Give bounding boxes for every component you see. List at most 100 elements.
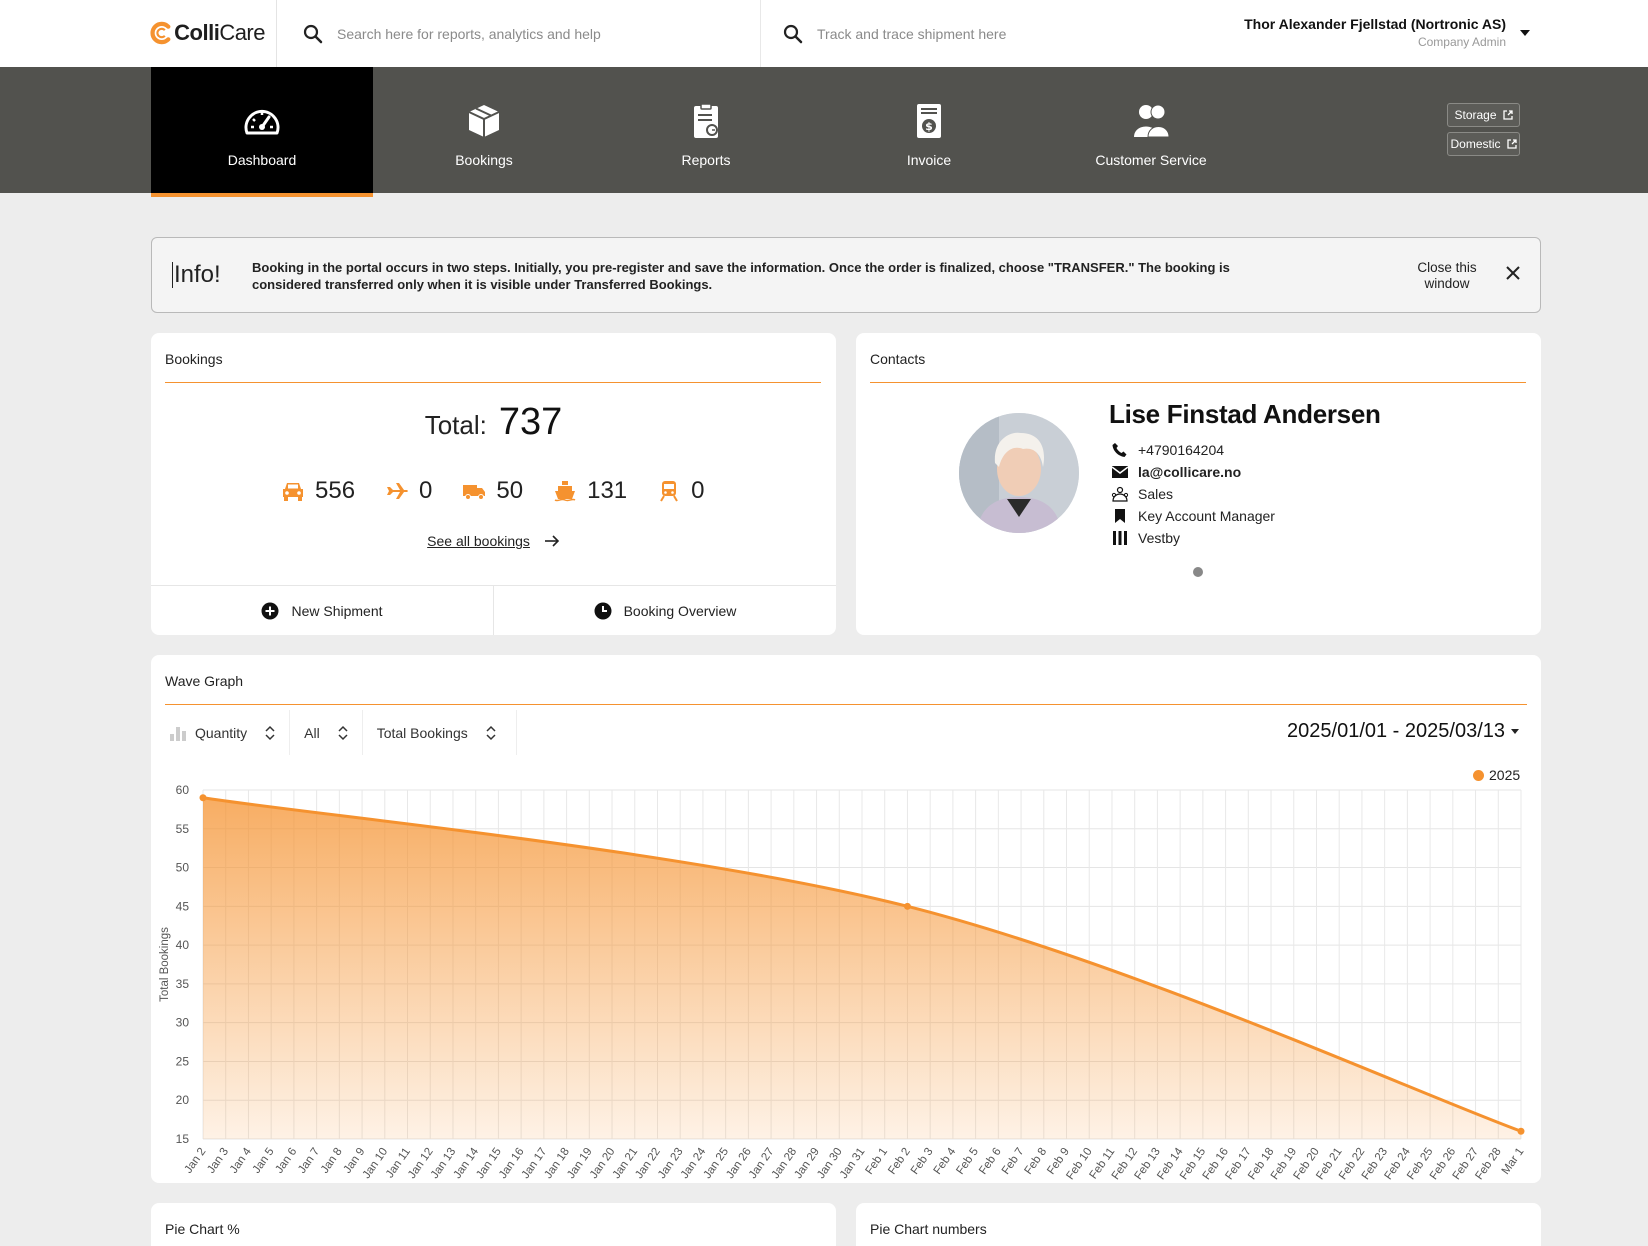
clock-icon	[594, 602, 612, 619]
y-tick-label: 60	[176, 783, 190, 797]
booking-overview-label: Booking Overview	[623, 602, 737, 619]
main-nav: Dashboard Bookings Reports $ Invoice	[0, 67, 1648, 197]
envelope-icon	[1111, 466, 1129, 478]
domestic-button[interactable]: Domestic	[1447, 132, 1520, 156]
contacts-card: Contacts Lise Finstad Andersen +47901642…	[856, 333, 1541, 635]
booking-overview-button[interactable]: Booking Overview	[493, 586, 836, 635]
x-tick-label: Feb 1	[863, 1146, 890, 1177]
x-tick-label: Feb 6	[977, 1146, 1004, 1177]
nav-customer-service[interactable]: Customer Service	[1040, 67, 1262, 193]
top-bar: ColliCare Thor Alexander Fjellstad (Nort…	[0, 0, 1648, 67]
phone-value: +4790164204	[1138, 442, 1225, 458]
y-tick-label: 35	[176, 977, 190, 991]
divider	[165, 382, 821, 383]
info-message: Booking in the portal occurs in two step…	[252, 260, 1230, 292]
plus-circle-icon	[261, 602, 279, 619]
divider	[760, 0, 761, 67]
user-role: Company Admin	[1417, 35, 1506, 49]
people-icon	[1134, 104, 1170, 138]
bookmark-icon	[1115, 509, 1125, 523]
x-tick-label: Jan 8	[319, 1146, 345, 1176]
pie-numbers-card: Pie Chart numbers	[856, 1203, 1541, 1246]
x-tick-label: Feb 5	[954, 1146, 981, 1177]
nav-label: Bookings	[455, 152, 513, 168]
invoice-dollar-icon: $	[917, 104, 941, 138]
mode-air[interactable]: 0	[385, 477, 432, 505]
caret-down-icon	[1511, 729, 1519, 734]
close-icon[interactable]	[1504, 264, 1522, 282]
card-title: Pie Chart %	[165, 1221, 240, 1237]
close-window-link[interactable]: Close this window	[1417, 260, 1477, 291]
person-photo	[959, 413, 1079, 533]
truck-icon	[463, 485, 486, 500]
external-link-icon	[1506, 139, 1517, 149]
filter-select[interactable]: All	[290, 710, 363, 755]
date-range-value: 2025/01/01 - 2025/03/13	[1287, 720, 1505, 742]
date-range-picker[interactable]: 2025/01/01 - 2025/03/13	[1287, 720, 1519, 743]
chart-legend[interactable]: 2025	[1473, 767, 1520, 783]
see-all-label: See all bookings	[427, 533, 530, 549]
mode-road[interactable]: 556	[281, 477, 355, 505]
bookings-card: Bookings Total: 737 556 0 50 131 0 See al…	[151, 333, 836, 635]
search-bar	[303, 0, 717, 67]
collicare-logo[interactable]: ColliCare	[150, 14, 265, 52]
mode-sea[interactable]: 131	[553, 477, 627, 505]
x-tick-label: Jan 5	[251, 1146, 277, 1176]
mode-truck[interactable]: 50	[462, 477, 523, 505]
track-trace-input[interactable]	[817, 25, 1197, 42]
team-icon	[1111, 486, 1129, 502]
email-value: la@collicare.no	[1138, 464, 1242, 480]
legend-label: 2025	[1489, 767, 1521, 783]
y-tick-label: 55	[176, 822, 190, 836]
contact-phone[interactable]: +4790164204	[1111, 439, 1275, 461]
nav-reports[interactable]: Reports	[595, 67, 817, 193]
train-icon	[660, 481, 679, 502]
mode-rail[interactable]: 0	[657, 477, 705, 505]
measure-select[interactable]: Total Bookings	[363, 710, 517, 755]
user-menu[interactable]: Thor Alexander Fjellstad (Nortronic AS) …	[1244, 16, 1506, 49]
svg-text:$: $	[925, 120, 933, 133]
user-name: Thor Alexander Fjellstad (Nortronic AS)	[1244, 16, 1506, 32]
nav-dashboard[interactable]: Dashboard	[151, 67, 373, 197]
x-tick-label: Mar 1	[1500, 1146, 1527, 1177]
chevron-down-icon[interactable]	[1520, 30, 1530, 36]
storage-button[interactable]: Storage	[1447, 103, 1520, 127]
arrow-right-icon	[544, 535, 559, 547]
y-tick-label: 40	[176, 938, 190, 952]
x-tick-label: Feb 7	[1000, 1146, 1027, 1177]
filter-value: All	[304, 724, 320, 741]
sort-arrows-icon	[265, 725, 275, 740]
mode-value: 50	[496, 477, 524, 504]
x-tick-label: Feb 3	[909, 1146, 936, 1177]
x-tick-label: Jan 3	[205, 1146, 231, 1176]
carousel-dot[interactable]	[1193, 567, 1203, 577]
search-icon[interactable]	[303, 24, 323, 44]
domestic-label: Domestic	[1450, 137, 1501, 151]
building-columns-icon	[1113, 531, 1127, 545]
external-link-icon	[1502, 110, 1513, 120]
search-icon[interactable]	[783, 24, 803, 44]
y-tick-label: 25	[176, 1054, 190, 1068]
mode-value: 0	[419, 477, 433, 504]
new-shipment-button[interactable]: New Shipment	[151, 586, 493, 635]
transport-modes: 556 0 50 131 0	[281, 477, 735, 505]
divider	[276, 0, 277, 67]
speedometer-icon	[244, 110, 280, 135]
y-tick-label: 20	[176, 1093, 190, 1107]
y-axis-label: Total Bookings	[159, 927, 171, 1002]
measure-value: Total Bookings	[376, 724, 468, 741]
see-all-bookings-link[interactable]: See all bookings	[151, 533, 836, 549]
divider	[870, 382, 1526, 383]
track-bar	[783, 0, 1197, 67]
contact-email[interactable]: la@collicare.no	[1111, 461, 1275, 483]
nav-label: Invoice	[906, 152, 952, 168]
metric-select[interactable]: Quantity	[151, 710, 291, 755]
mode-value: 131	[587, 477, 628, 504]
search-input[interactable]	[337, 25, 717, 42]
nav-bookings[interactable]: Bookings	[373, 67, 595, 193]
total-value: 737	[498, 401, 563, 443]
mode-value: 0	[691, 477, 705, 504]
nav-invoice[interactable]: $ Invoice	[818, 67, 1040, 193]
card-title: Bookings	[165, 351, 223, 367]
